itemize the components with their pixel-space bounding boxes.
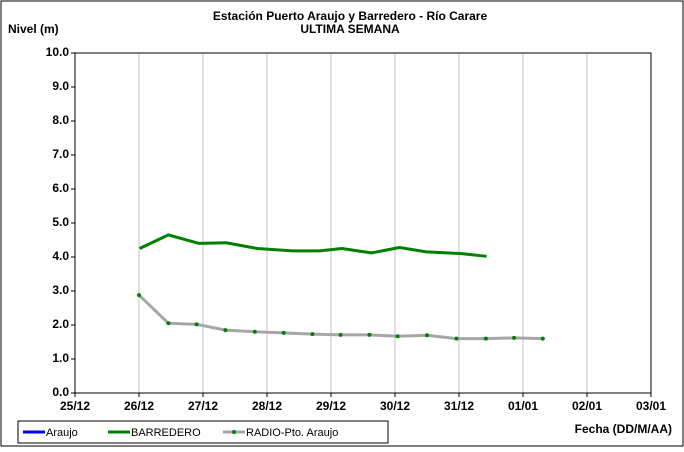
point bbox=[223, 328, 228, 333]
point bbox=[137, 293, 141, 298]
chart-subtitle: ULTIMA SEMANA bbox=[300, 22, 400, 36]
y-tick-label: 7.0 bbox=[52, 147, 69, 161]
point bbox=[252, 329, 257, 334]
point bbox=[338, 332, 343, 337]
legend-label: Araujo bbox=[46, 427, 78, 439]
point bbox=[483, 336, 488, 341]
point bbox=[367, 332, 372, 337]
point bbox=[281, 330, 286, 335]
point bbox=[166, 321, 171, 326]
point bbox=[512, 335, 517, 340]
x-tick-label: 03/01 bbox=[636, 399, 666, 413]
chart-title: Estación Puerto Araujo y Barredero - Río… bbox=[213, 9, 488, 23]
y-tick-label: 5.0 bbox=[52, 215, 69, 229]
y-tick-label: 8.0 bbox=[52, 113, 69, 127]
y-tick-label: 6.0 bbox=[52, 181, 69, 195]
x-tick-label: 02/01 bbox=[572, 399, 602, 413]
point bbox=[540, 336, 545, 341]
x-tick-label: 25/12 bbox=[60, 399, 90, 413]
point bbox=[310, 332, 315, 337]
legend-marker bbox=[232, 430, 236, 434]
legend-label: RADIO-Pto. Araujo bbox=[246, 427, 338, 439]
x-tick-label: 26/12 bbox=[124, 399, 154, 413]
x-tick-label: 31/12 bbox=[444, 399, 474, 413]
y-tick-label: 0.0 bbox=[52, 385, 69, 399]
y-tick-label: 2.0 bbox=[52, 317, 69, 331]
y-tick-label: 9.0 bbox=[52, 79, 69, 93]
legend-box bbox=[17, 420, 389, 444]
legend-label: BARREDERO bbox=[131, 427, 201, 439]
x-tick-label: 27/12 bbox=[188, 399, 218, 413]
y-axis-label: Nivel (m) bbox=[8, 22, 59, 36]
series-line bbox=[138, 233, 487, 258]
y-tick-label: 4.0 bbox=[52, 249, 69, 263]
y-tick-label: 1.0 bbox=[52, 351, 69, 365]
x-tick-label: 30/12 bbox=[380, 399, 410, 413]
x-axis-label: Fecha (DD/M/AA) bbox=[575, 422, 672, 436]
x-tick-label: 28/12 bbox=[252, 399, 282, 413]
point bbox=[395, 334, 400, 339]
point bbox=[454, 336, 459, 341]
x-tick-label: 01/01 bbox=[508, 399, 538, 413]
point bbox=[194, 322, 199, 327]
y-tick-label: 10.0 bbox=[46, 45, 70, 59]
y-tick-label: 3.0 bbox=[52, 283, 69, 297]
point bbox=[425, 333, 429, 338]
x-tick-label: 29/12 bbox=[316, 399, 346, 413]
